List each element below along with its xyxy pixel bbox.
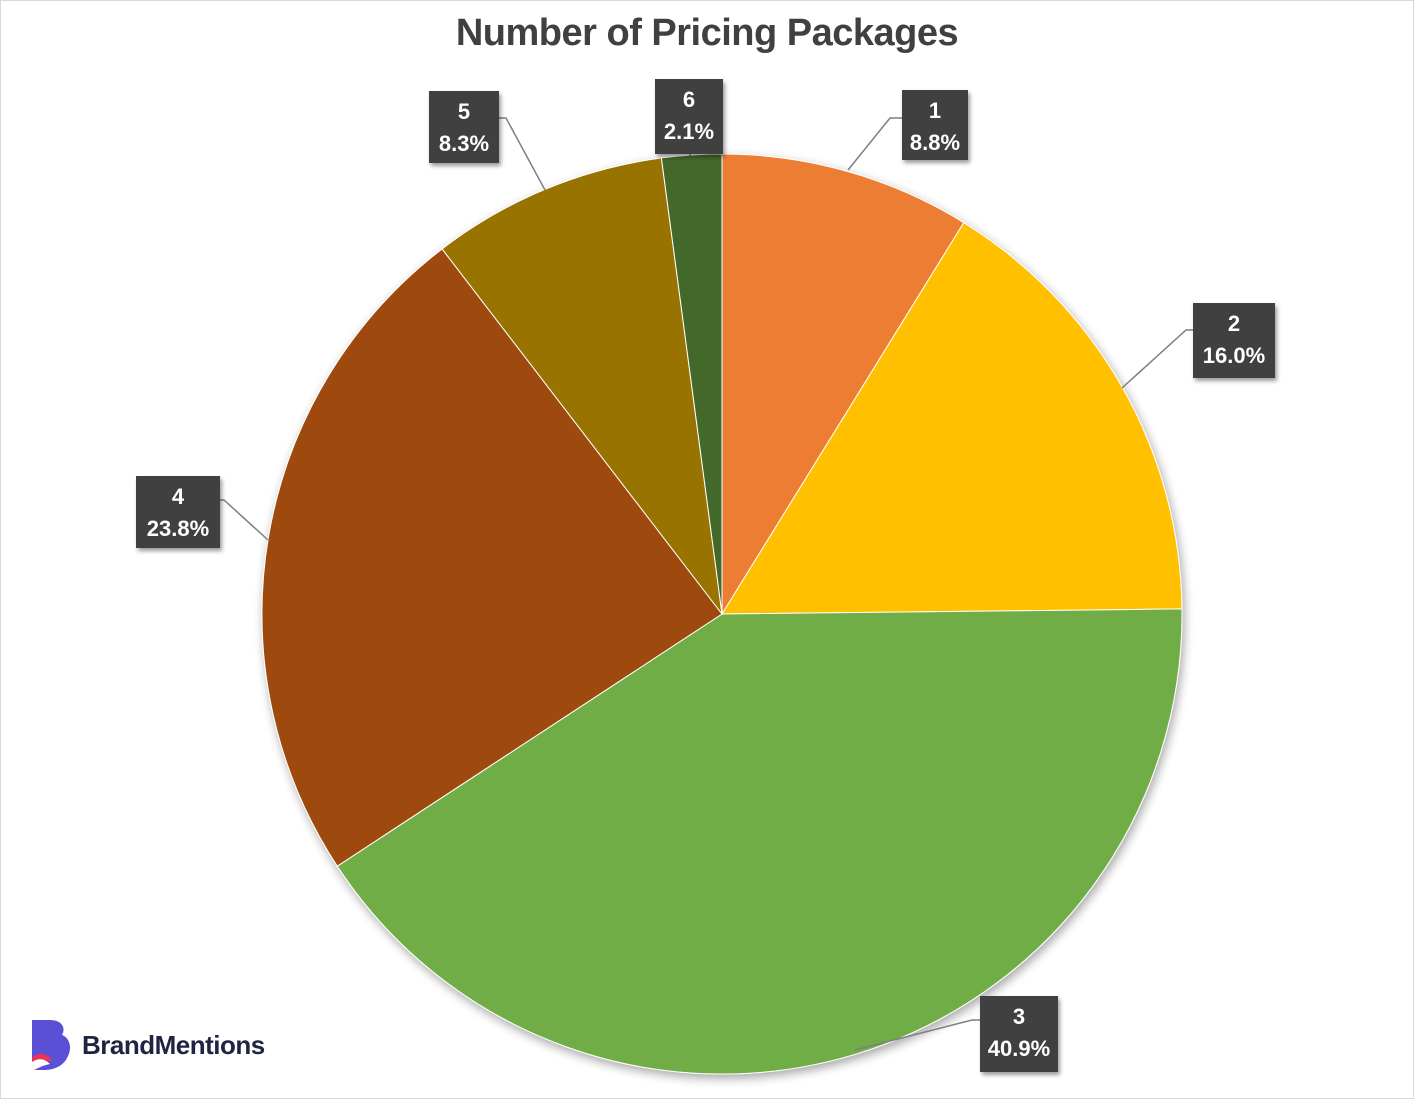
pie-slice-5 — [441, 157, 723, 616]
data-label-2: 2 16.0% — [1193, 303, 1275, 378]
data-label-value: 8.8% — [910, 130, 960, 155]
chart-title: Number of Pricing Packages — [455, 12, 959, 54]
brand-watermark: BrandMentions — [28, 1018, 265, 1072]
leader-line-2 — [1121, 329, 1193, 389]
leader-line-4 — [220, 499, 269, 541]
data-label-category: 6 — [683, 87, 695, 112]
data-label-box — [655, 79, 723, 154]
data-label-box — [136, 476, 220, 548]
data-label-4: 4 23.8% — [136, 476, 220, 548]
brand-name: BrandMentions — [82, 1029, 265, 1060]
pie-slice-1 — [721, 153, 965, 616]
leader-line-5 — [499, 117, 546, 191]
data-label-category: 4 — [172, 484, 185, 509]
leader-line-3 — [854, 1019, 980, 1051]
data-label-category: 3 — [1013, 1004, 1025, 1029]
pie-slices — [261, 153, 1183, 1075]
data-label-category: 1 — [929, 98, 941, 123]
data-label-3: 3 40.9% — [980, 996, 1058, 1072]
pie-slice-4 — [261, 248, 723, 867]
data-label-6: 6 2.1% — [655, 79, 723, 154]
data-labels: 1 8.8% 2 16.0% 3 40.9% 4 23.8% 5 8.3% 6 2.1% — [136, 79, 1275, 1072]
data-label-value: 2.1% — [664, 119, 714, 144]
leader-line-1 — [847, 117, 902, 171]
leader-lines — [220, 117, 1193, 1051]
data-label-value: 23.8% — [147, 516, 209, 541]
data-label-value: 40.9% — [988, 1036, 1050, 1061]
data-label-box — [429, 91, 499, 163]
data-label-value: 8.3% — [439, 131, 489, 156]
data-label-value: 16.0% — [1203, 343, 1265, 368]
data-label-1: 1 8.8% — [902, 90, 968, 160]
data-label-box — [902, 90, 968, 160]
data-label-category: 2 — [1228, 311, 1240, 336]
data-label-box — [980, 996, 1058, 1072]
data-label-box — [1193, 303, 1275, 378]
data-label-category: 5 — [458, 99, 470, 124]
data-label-5: 5 8.3% — [429, 91, 499, 163]
brandmentions-logo-icon — [32, 1020, 70, 1070]
pie-slice-3 — [336, 608, 1183, 1075]
